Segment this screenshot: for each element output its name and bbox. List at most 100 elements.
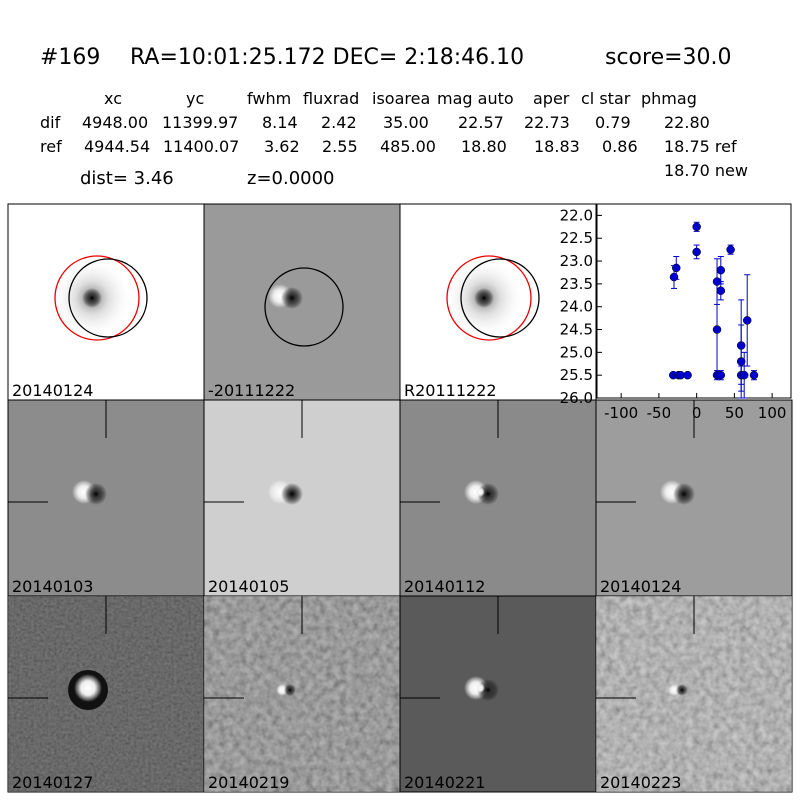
aperture bbox=[264, 267, 344, 347]
table-cell: ref bbox=[40, 137, 62, 156]
data-point bbox=[669, 272, 679, 282]
column-header: fluxrad bbox=[303, 89, 359, 108]
stamp: -20111222 bbox=[203, 203, 401, 401]
data-point bbox=[712, 325, 722, 334]
stamp-label: 20140127 bbox=[12, 773, 93, 792]
stamp-label: 20140105 bbox=[208, 577, 289, 596]
stamp-grid: 20140124 -20111222 R20111222 20140103 201401… bbox=[7, 203, 793, 793]
y-tick-label: 25.0 bbox=[560, 343, 593, 361]
stamp: 20140127 bbox=[7, 595, 205, 793]
stamp-label: 20140124 bbox=[12, 381, 93, 400]
object-id: #169 bbox=[40, 45, 100, 70]
y-tick-label: 23.0 bbox=[560, 252, 593, 270]
column-header: isoarea bbox=[372, 89, 430, 108]
y-tick-label: 26.0 bbox=[560, 389, 593, 407]
table-cell: 11400.07 bbox=[163, 137, 239, 156]
y-tick-label: 23.5 bbox=[560, 275, 593, 293]
y-tick-label: 24.5 bbox=[560, 321, 593, 339]
source bbox=[281, 483, 303, 505]
data-point bbox=[736, 357, 746, 366]
table-cell: 0.79 bbox=[595, 113, 631, 132]
lightcurve-plot: 22.0 22.5 23.0 23.5 24.0 24.5 25.0 25.5 26.0 -100… bbox=[560, 203, 792, 422]
x-tick-label: -50 bbox=[647, 404, 672, 422]
source bbox=[475, 683, 485, 693]
aperture-new bbox=[68, 258, 148, 338]
plot-area bbox=[596, 203, 792, 399]
data-point bbox=[716, 370, 726, 380]
source bbox=[74, 674, 102, 702]
table-cell: 0.86 bbox=[602, 137, 638, 156]
data-point bbox=[692, 222, 701, 232]
data-point bbox=[672, 263, 681, 273]
column-header: aper bbox=[533, 89, 570, 108]
source bbox=[281, 287, 303, 309]
stamp: 20140105 bbox=[203, 399, 401, 597]
stamp: 20140221 bbox=[399, 595, 597, 793]
table-cell: dif bbox=[40, 113, 61, 132]
stamp: 20140124 bbox=[7, 203, 205, 401]
stamp-label: 20140112 bbox=[404, 577, 485, 596]
data-point bbox=[739, 370, 749, 380]
stamp: 20140103 bbox=[7, 399, 205, 597]
stamp-label: R20111222 bbox=[404, 381, 497, 400]
source bbox=[676, 684, 688, 696]
column-header: xc bbox=[104, 89, 122, 108]
stamp: 20140124 bbox=[595, 399, 793, 597]
table-cell: 11399.97 bbox=[162, 113, 238, 132]
table-cell: 8.14 bbox=[262, 113, 298, 132]
source bbox=[85, 483, 107, 505]
stamp-label: 20140124 bbox=[600, 577, 681, 596]
table-cell: 35.00 bbox=[383, 113, 429, 132]
source bbox=[475, 487, 485, 497]
table-cell: 4948.00 bbox=[82, 113, 148, 132]
score: score=30.0 bbox=[605, 45, 732, 70]
x-tick-label: 100 bbox=[758, 404, 787, 422]
stamp: R20111222 bbox=[399, 203, 597, 401]
column-header: yc bbox=[186, 89, 204, 108]
x-tick-label: -100 bbox=[604, 404, 638, 422]
stamp-label: 20140219 bbox=[208, 773, 289, 792]
stamp-label: 20140221 bbox=[404, 773, 485, 792]
source bbox=[284, 684, 296, 696]
distance: dist= 3.46 bbox=[80, 168, 174, 189]
table-cell: 2.42 bbox=[321, 113, 357, 132]
data-point bbox=[692, 247, 701, 257]
table-cell: 18.75 ref bbox=[664, 137, 737, 156]
aperture-new bbox=[460, 258, 540, 338]
stamp-label: 20140223 bbox=[600, 773, 681, 792]
column-header: phmag bbox=[641, 89, 697, 108]
y-tick-label: 22.0 bbox=[560, 206, 593, 224]
stamp: 20140219 bbox=[203, 595, 401, 793]
y-tick-label: 24.0 bbox=[560, 298, 593, 316]
data-point bbox=[726, 245, 735, 254]
table-cell: 22.57 bbox=[458, 113, 504, 132]
redshift: z=0.0000 bbox=[247, 168, 335, 189]
x-tick-label: 50 bbox=[725, 404, 744, 422]
y-tick-label: 22.5 bbox=[560, 229, 593, 247]
table-cell: 4944.54 bbox=[84, 137, 150, 156]
table-cell: 18.83 bbox=[534, 137, 580, 156]
aperture-ref bbox=[54, 255, 140, 341]
phmag-new: 18.70 new bbox=[664, 161, 748, 180]
source bbox=[474, 288, 494, 308]
table-cell: 485.00 bbox=[380, 137, 436, 156]
table-cell: 3.62 bbox=[264, 137, 300, 156]
aperture-ref bbox=[446, 255, 532, 341]
table-cell: 22.80 bbox=[664, 113, 710, 132]
table-cell: 18.80 bbox=[461, 137, 507, 156]
data-point bbox=[683, 370, 692, 380]
stamp-label: -20111222 bbox=[208, 381, 295, 400]
coordinates: RA=10:01:25.172 DEC= 2:18:46.10 bbox=[130, 45, 524, 70]
x-tick-label: 0 bbox=[692, 404, 702, 422]
stamp: 20140112 bbox=[399, 399, 597, 597]
column-header: mag auto bbox=[437, 89, 514, 108]
data-point bbox=[742, 316, 752, 325]
data-point bbox=[716, 265, 726, 275]
table-cell: 22.73 bbox=[524, 113, 570, 132]
stamp: 20140223 bbox=[595, 595, 793, 793]
stamp-label: 20140103 bbox=[12, 577, 93, 596]
table-cell: 2.55 bbox=[322, 137, 358, 156]
column-header: cl star bbox=[581, 89, 631, 108]
column-header: fwhm bbox=[247, 89, 291, 108]
